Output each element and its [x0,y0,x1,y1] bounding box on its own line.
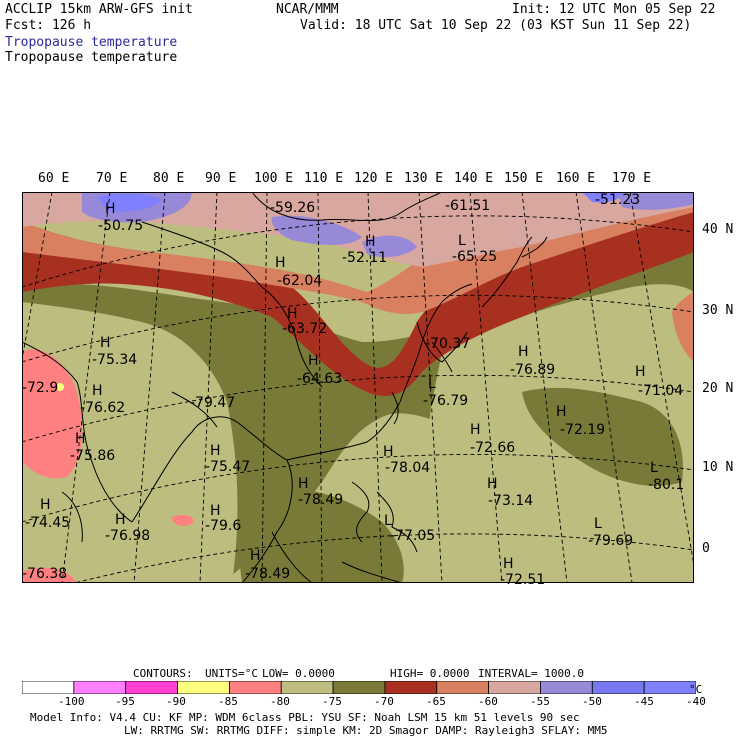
contours-interval: INTERVAL= 1000.0 [478,667,584,680]
contours-low: LOW= 0.0000 [262,667,335,680]
model-info-line-1: Model Info: V4.4 CU: KF MP: WDM 6class P… [30,711,580,724]
colorbar-swatch [436,681,490,694]
field-lavender-2 [271,215,362,245]
colorbar-label: -70 [374,695,394,708]
field-yellow-patch [56,383,64,391]
colorbar-swatch [177,681,230,694]
lon-label: 140 E [454,171,494,186]
lat-label: 40 N [702,222,734,237]
colorbar-swatch [384,681,438,694]
lon-label: 110 E [304,171,344,186]
colorbar-swatch [591,681,645,694]
contours-units: UNITS=°C [205,667,258,680]
field-khaki-west [22,302,238,583]
colorbar-label: -65 [426,695,446,708]
colorbar-label: -75 [322,695,342,708]
lon-label: 160 E [556,171,596,186]
lat-label: 10 N [702,460,734,475]
longitude-labels: 60 E 70 E 80 E 90 E 100 E 110 E 120 E 13… [0,171,740,187]
forecast-hour: Fcst: 126 h [5,18,92,33]
colorbar-swatch [332,681,386,694]
valid-time: Valid: 18 UTC Sat 10 Sep 22 (03 KST Sun … [300,18,692,33]
colorbar-label: -45 [634,695,654,708]
colorbar-unit: °C [689,683,703,696]
map-border [22,192,694,583]
lon-label: 150 E [504,171,544,186]
colorbar-swatch [488,681,541,694]
field-salmon-sw [22,567,77,583]
colorbar-swatch [125,681,178,694]
center-label: NCAR/MMM [276,2,339,17]
colorbar-swatch [643,681,696,694]
colorbar-swatch [22,681,75,694]
colorbar-label: -100 [58,695,85,708]
model-info-line-2: LW: RRTMG SW: RRTMG DIFF: simple KM: 2D … [124,724,608,737]
colorbar-label: -95 [115,695,135,708]
lon-label: 100 E [254,171,294,186]
colorbar-swatch [540,681,593,694]
init-time: Init: 12 UTC Mon 05 Sep 22 [512,2,716,17]
field-blue-2 [582,192,622,203]
colorbar-swatch [280,681,334,694]
contours-title: CONTOURS: [133,667,193,680]
colorbar-label: -60 [478,695,498,708]
graticule [22,192,694,583]
model-title: ACCLIP 15km ARW-GFS init [5,2,193,17]
coastlines [22,192,548,583]
field-orange-east [672,292,694,362]
colorbar-label: -50 [582,695,602,708]
lon-label: 130 E [404,171,444,186]
colorbar-label: -90 [166,695,186,708]
tropopause-temperature-map [22,192,694,583]
colorbar-swatch [228,681,282,694]
lon-label: 80 E [153,171,185,186]
field-salmon-west [22,349,83,479]
colorbar [22,681,696,694]
field-pink [22,192,694,267]
lon-label: 120 E [354,171,394,186]
colorbar-swatch [73,681,127,694]
field-olive-pacific [522,387,683,486]
field-salmon-patch [172,514,194,526]
contours-high: HIGH= 0.0000 [390,667,470,680]
colorbar-label: -40 [686,695,706,708]
field-lavender-3 [362,235,417,258]
variable-title-1: Tropopause temperature [5,35,178,50]
colorbar-label: -55 [530,695,550,708]
lon-label: 70 E [96,171,128,186]
lat-label: 20 N [702,381,734,396]
colorbar-label: -80 [270,695,290,708]
lat-label: 0 [702,541,710,556]
variable-title-2: Tropopause temperature [5,50,178,65]
lat-label: 30 N [702,303,734,318]
field-lavender-4 [617,192,694,210]
field-blue-1 [97,193,162,212]
lon-label: 60 E [38,171,70,186]
lon-label: 90 E [205,171,237,186]
lon-label: 170 E [612,171,652,186]
colorbar-label: -85 [218,695,238,708]
